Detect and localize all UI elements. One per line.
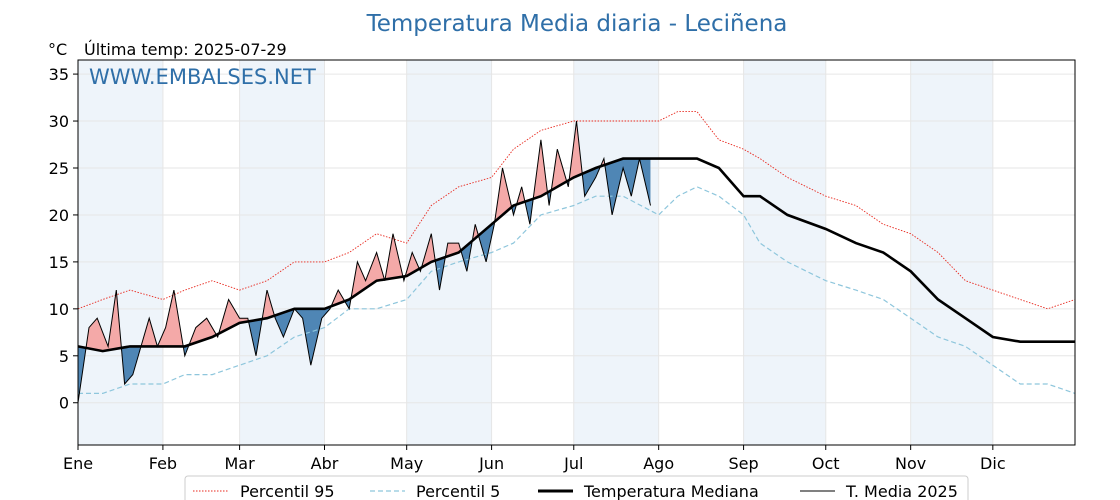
legend-label-p5: Percentil 5 xyxy=(416,482,500,500)
y-tick-label: 35 xyxy=(49,65,69,84)
month-band xyxy=(78,60,163,445)
watermark: WWW.EMBALSES.NET xyxy=(89,65,316,89)
y-axis: 0 5 10 15 20 25 30 35 xyxy=(49,65,78,413)
x-axis: Ene Feb Mar Abr May Jun Jul Ago Sep Oct Nov Dic xyxy=(63,445,1006,473)
x-tick-label: Feb xyxy=(149,454,177,473)
series-line-median xyxy=(77,157,1075,353)
y-tick-label: 25 xyxy=(49,159,69,178)
series-line-p5 xyxy=(78,186,1076,394)
y-tick-label: 5 xyxy=(59,347,69,366)
month-band xyxy=(743,60,826,445)
y-tick-label: 10 xyxy=(49,300,69,319)
above-median-fill xyxy=(78,121,651,352)
legend-label-p95: Percentil 95 xyxy=(240,482,335,500)
month-band xyxy=(910,60,993,445)
plot-frame xyxy=(77,59,1076,446)
chart-title: Temperatura Media diaria - Leciñena xyxy=(366,11,788,37)
x-tick-label: Dic xyxy=(980,454,1006,473)
x-tick-label: Nov xyxy=(895,454,926,473)
y-tick-label: 0 xyxy=(59,394,69,413)
y-tick-label: 30 xyxy=(49,112,69,131)
y-tick-label: 15 xyxy=(49,253,69,272)
x-tick-label: May xyxy=(390,454,423,473)
month-band xyxy=(573,60,659,445)
y-tick-label: 20 xyxy=(49,206,69,225)
month-bands xyxy=(78,60,993,445)
x-tick-label: Mar xyxy=(225,454,256,473)
legend-label-year: T. Media 2025 xyxy=(845,482,958,500)
month-band xyxy=(239,60,325,445)
x-tick-label: Jun xyxy=(478,454,504,473)
legend-box xyxy=(184,475,969,500)
series-lines xyxy=(77,111,1076,403)
series-line-2025 xyxy=(77,120,651,403)
x-tick-label: Sep xyxy=(729,454,759,473)
x-tick-label: Ene xyxy=(63,454,93,473)
x-tick-label: Abr xyxy=(311,454,339,473)
x-tick-label: Oct xyxy=(812,454,840,473)
x-tick-label: Jul xyxy=(563,454,583,473)
y-axis-unit: °C xyxy=(48,40,67,59)
legend: Percentil 95 Percentil 5 Temperatura Med… xyxy=(184,475,969,500)
x-tick-label: Ago xyxy=(643,454,674,473)
last-temp-label: Última temp: 2025-07-29 xyxy=(84,40,287,59)
legend-label-median: Temperatura Mediana xyxy=(583,482,759,500)
